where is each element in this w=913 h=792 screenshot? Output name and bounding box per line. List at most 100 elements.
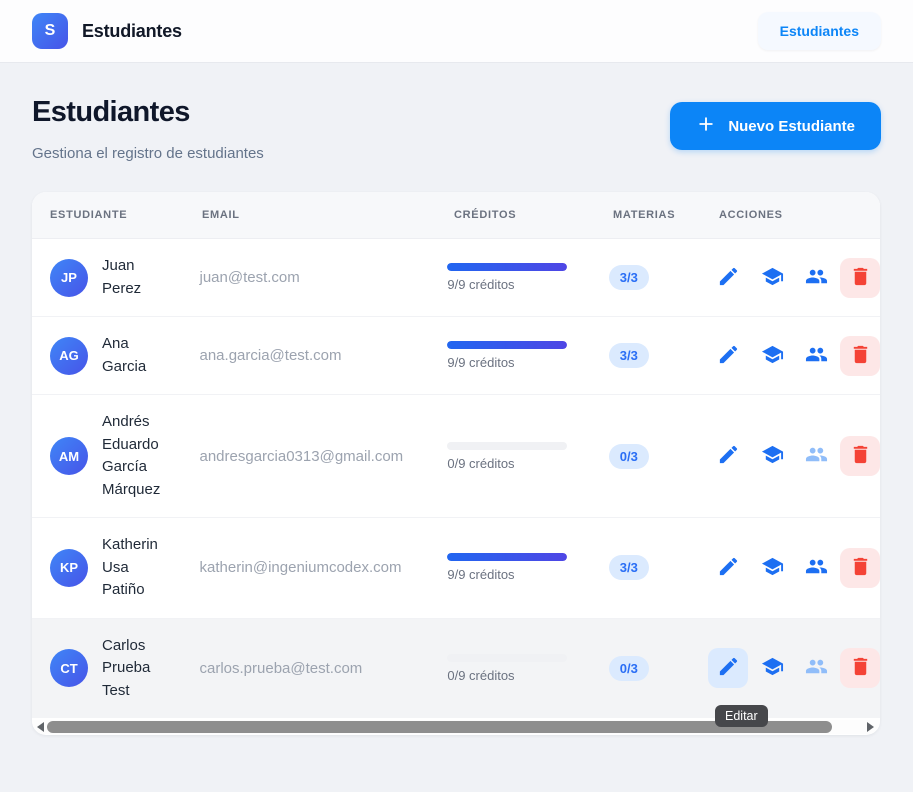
avatar-initials: AG (59, 348, 79, 363)
school-icon (761, 343, 784, 369)
edit-icon (717, 555, 740, 581)
column-header-materias: Materias (613, 209, 676, 221)
credits-progress-fill (447, 553, 568, 562)
column-header-email: Email (202, 209, 240, 221)
edit-button[interactable] (708, 336, 748, 376)
subjects-button[interactable] (752, 336, 792, 376)
table-header: Estudiante Email Créditos Materias Accio… (32, 192, 880, 239)
materias-cell: 3/3 (604, 265, 708, 290)
subjects-button[interactable] (752, 648, 792, 688)
delete-button[interactable] (840, 436, 880, 476)
nav-item-estudiantes[interactable]: Estudiantes (757, 12, 881, 50)
edit-icon (717, 443, 740, 469)
school-icon (761, 443, 784, 469)
group-button[interactable] (796, 336, 836, 376)
avatar-initials: JP (61, 270, 77, 285)
delete-button[interactable] (840, 648, 880, 689)
trash-icon (849, 265, 872, 291)
credits-progress-track (447, 653, 568, 662)
edit-icon (717, 343, 740, 369)
student-cell: JP Juan Perez (32, 255, 200, 300)
delete-button[interactable] (840, 335, 880, 376)
school-icon (761, 265, 784, 291)
materias-badge: 0/3 (608, 443, 649, 469)
new-student-button[interactable]: Nuevo Estudiante (670, 102, 881, 150)
page: Estudiantes Gestiona el registro de estu… (0, 96, 913, 735)
credits-progress-fill (447, 341, 568, 349)
subjects-button[interactable] (752, 548, 792, 588)
student-name: Ana Garcia (102, 335, 147, 375)
avatar: CT (50, 649, 88, 688)
credits-progress-track (447, 441, 568, 450)
table-row: AG Ana Garcia ana.garcia@test.com 9/9 cr… (32, 317, 880, 395)
edit-icon (717, 265, 740, 291)
page-subtitle: Gestiona el registro de estudiantes (32, 145, 264, 162)
edit-button[interactable] (708, 648, 748, 689)
credits-cell: 0/9 créditos (447, 441, 603, 471)
student-name: Andrés Eduardo García Márquez (102, 413, 161, 498)
student-name: Katherin Usa Patiño (102, 536, 158, 598)
student-email: ana.garcia@test.com (199, 347, 342, 364)
column-header-acciones: Acciones (719, 209, 783, 221)
actions-cell (708, 648, 880, 689)
edit-button[interactable] (708, 548, 748, 588)
avatar-initials: CT (60, 660, 78, 676)
group-button[interactable] (796, 258, 836, 298)
student-email: katherin@ingeniumcodex.com (199, 559, 402, 577)
table-body: JP Juan Perez juan@test.com 9/9 créditos… (32, 239, 880, 718)
table-row: CT Carlos Prueba Test carlos.prueba@test… (32, 618, 880, 718)
table-row: JP Juan Perez juan@test.com 9/9 créditos… (32, 239, 880, 317)
scroll-left-arrow-icon[interactable] (37, 722, 44, 732)
materias-cell: 0/3 (604, 655, 708, 681)
student-cell: AG Ana Garcia (32, 333, 200, 378)
delete-button[interactable] (840, 257, 880, 298)
avatar: AM (50, 437, 88, 475)
subjects-button[interactable] (752, 436, 792, 476)
materias-cell: 3/3 (604, 343, 708, 368)
plus-icon (696, 114, 716, 138)
trash-icon (849, 443, 872, 469)
credits-cell: 9/9 créditos (447, 553, 603, 582)
topbar: S Estudiantes Estudiantes (0, 0, 913, 63)
credits-progress-track (447, 553, 568, 562)
subjects-button[interactable] (752, 258, 792, 298)
group-button[interactable] (796, 648, 836, 688)
edit-button[interactable] (708, 258, 748, 298)
materias-badge: 3/3 (608, 343, 649, 368)
scroll-right-arrow-icon[interactable] (867, 722, 874, 732)
credits-label: 9/9 créditos (447, 277, 515, 292)
group-icon (805, 555, 828, 581)
table-row: KP Katherin Usa Patiño katherin@ingenium… (32, 518, 880, 619)
group-icon (805, 265, 828, 291)
credits-cell: 9/9 créditos (447, 263, 603, 292)
page-head-text: Estudiantes Gestiona el registro de estu… (32, 96, 264, 162)
materias-badge: 3/3 (608, 555, 649, 581)
materias-cell: 0/3 (604, 443, 708, 469)
student-name: Juan Perez (102, 257, 142, 297)
school-icon (761, 655, 784, 681)
materias-badge: 3/3 (608, 265, 649, 290)
scrollbar-thumb[interactable] (47, 721, 832, 733)
student-cell: CT Carlos Prueba Test (32, 635, 200, 703)
materias-cell: 3/3 (604, 555, 708, 581)
credits-progress-track (447, 263, 568, 271)
delete-button[interactable] (840, 547, 880, 588)
trash-icon (849, 655, 872, 681)
student-cell: AM Andrés Eduardo García Márquez (32, 411, 200, 501)
group-button[interactable] (796, 436, 836, 476)
avatar: KP (50, 548, 88, 587)
student-email: andresgarcia0313@gmail.com (199, 447, 404, 465)
group-icon (805, 655, 828, 681)
avatar-initials: AM (58, 448, 80, 464)
page-title: Estudiantes (32, 96, 190, 128)
student-email: carlos.prueba@test.com (199, 659, 363, 677)
credits-label: 0/9 créditos (447, 667, 515, 683)
edit-button[interactable] (708, 436, 748, 476)
students-table-card: Estudiante Email Créditos Materias Accio… (32, 192, 880, 735)
horizontal-scrollbar[interactable] (32, 720, 880, 734)
school-icon (761, 555, 784, 581)
credits-label: 0/9 créditos (447, 455, 515, 471)
credits-progress-track (447, 341, 568, 349)
avatar: JP (50, 258, 88, 297)
group-button[interactable] (796, 548, 836, 588)
